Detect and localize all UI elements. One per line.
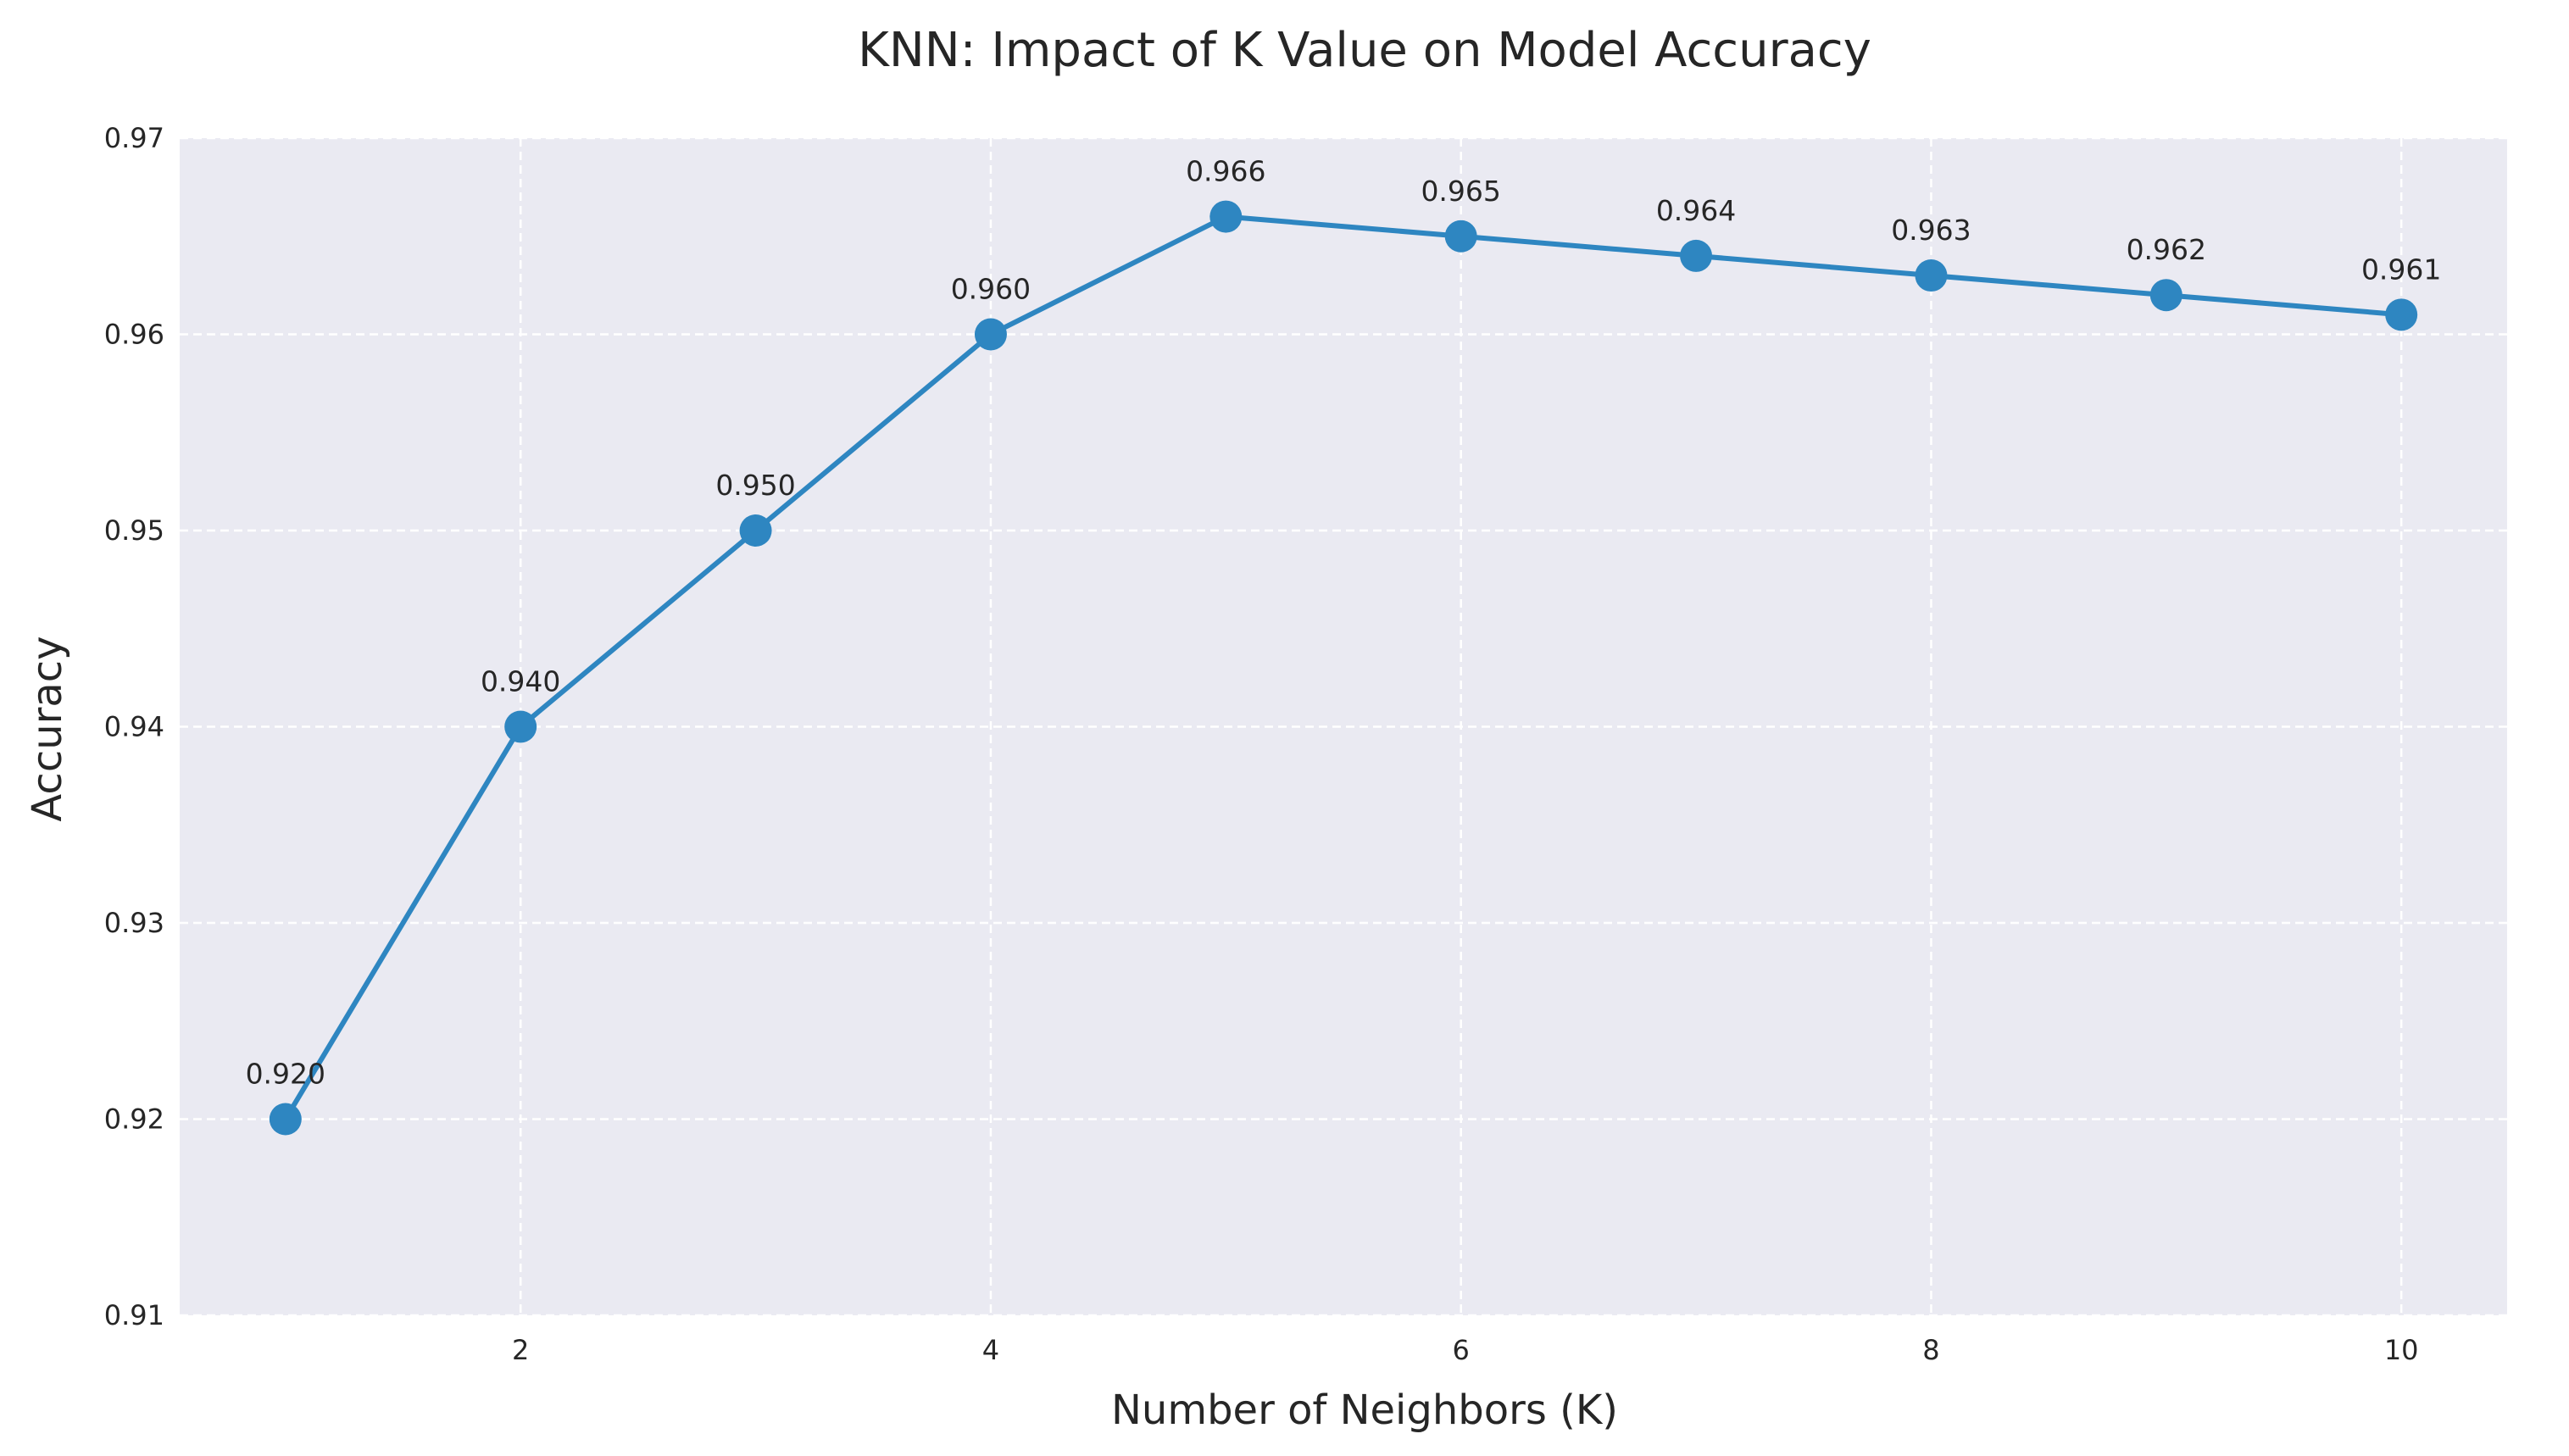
data-labels: 0.920 0.940 0.950 0.960 0.966 0.965 0.964 0.963… (246, 155, 2442, 1091)
data-point-marker (504, 710, 537, 743)
x-tick-label: 8 (1922, 1334, 1939, 1366)
grid-lines (180, 136, 2507, 1317)
y-tick-label: 0.97 (104, 122, 164, 154)
data-point-marker (2149, 279, 2183, 312)
series-line (282, 214, 2405, 1122)
data-point-marker (1444, 220, 1477, 253)
data-point-marker (2385, 298, 2418, 331)
data-point-marker (1680, 239, 1713, 272)
x-tick-label: 6 (1453, 1334, 1470, 1366)
data-label: 0.962 (2127, 233, 2206, 266)
data-label: 0.966 (1186, 155, 1265, 188)
x-tick-label: 4 (982, 1334, 999, 1366)
y-tick-label: 0.92 (104, 1103, 164, 1136)
data-label: 0.963 (1891, 214, 1971, 247)
data-label: 0.965 (1421, 175, 1500, 208)
series-layer (269, 200, 2418, 1136)
tick-labels: 0.91 0.92 0.93 0.94 0.95 0.96 0.97 2 4 6 8 10 (104, 122, 2419, 1366)
data-label: 0.960 (951, 273, 1031, 306)
data-point-marker (974, 318, 1007, 351)
data-label: 0.920 (246, 1058, 325, 1091)
data-point-marker (1915, 259, 1948, 292)
data-label: 0.950 (715, 469, 795, 502)
chart-title: KNN: Impact of K Value on Model Accuracy (858, 23, 1871, 78)
data-point-marker (739, 514, 772, 547)
y-tick-label: 0.94 (104, 711, 164, 743)
y-axis-label: Accuracy (24, 636, 71, 821)
y-tick-label: 0.95 (104, 514, 164, 547)
data-label: 0.964 (1656, 194, 1736, 227)
x-axis-label: Number of Neighbors (K) (1111, 1387, 1618, 1434)
data-label: 0.961 (2361, 253, 2441, 286)
y-tick-label: 0.91 (104, 1299, 164, 1331)
y-tick-label: 0.96 (104, 319, 164, 351)
x-tick-label: 2 (512, 1334, 529, 1366)
data-point-marker (1209, 200, 1243, 233)
x-tick-label: 10 (2384, 1334, 2419, 1366)
data-label: 0.940 (481, 665, 560, 698)
y-tick-label: 0.93 (104, 907, 164, 939)
data-point-marker (269, 1103, 302, 1136)
